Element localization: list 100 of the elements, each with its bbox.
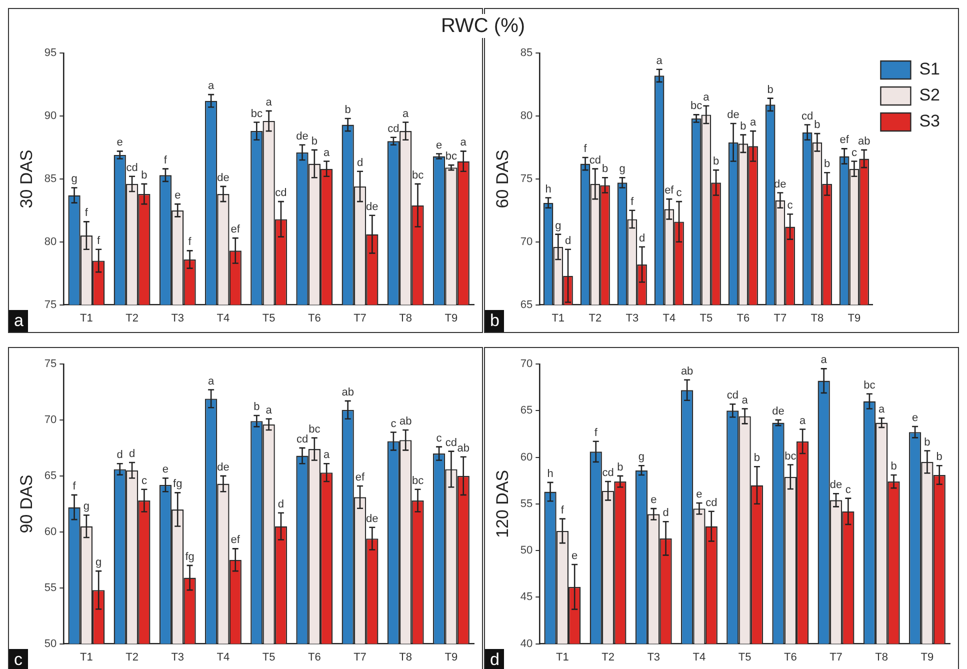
data-label: b bbox=[617, 461, 624, 474]
y-tick-label: 80 bbox=[520, 110, 533, 122]
x-tick-label: T5 bbox=[262, 651, 276, 664]
y-tick-label: 40 bbox=[520, 638, 533, 650]
data-label: a bbox=[266, 404, 273, 416]
data-label: e bbox=[162, 464, 169, 476]
y-tick-label: 60 bbox=[44, 526, 57, 538]
data-label: bc bbox=[864, 379, 876, 392]
y-tick-label: 70 bbox=[44, 414, 57, 426]
data-label: e bbox=[116, 136, 123, 149]
data-label: bc bbox=[412, 474, 424, 487]
x-tick-label: T5 bbox=[738, 651, 752, 664]
data-label: a bbox=[324, 449, 331, 462]
data-label: cd bbox=[275, 187, 287, 200]
data-label: e bbox=[696, 488, 702, 500]
data-label: g bbox=[71, 173, 78, 186]
data-label: a bbox=[800, 414, 807, 427]
data-label: b bbox=[767, 84, 774, 96]
x-tick-label: T6 bbox=[784, 651, 797, 664]
data-label: b bbox=[344, 104, 351, 116]
data-label: d bbox=[356, 156, 364, 169]
x-tick-label: T5 bbox=[700, 312, 713, 324]
data-label: f bbox=[72, 480, 77, 492]
data-label: a bbox=[402, 108, 410, 120]
data-label: ab bbox=[680, 365, 694, 378]
legend-label: S2 bbox=[919, 86, 940, 105]
data-label: f bbox=[630, 196, 635, 208]
data-label: h bbox=[547, 468, 554, 480]
data-label: b bbox=[814, 119, 820, 132]
data-label: de bbox=[727, 109, 740, 122]
data-label: a bbox=[208, 80, 215, 92]
text: c bbox=[9, 649, 28, 669]
x-tick-label: T2 bbox=[126, 312, 138, 324]
y-tick-label: 50 bbox=[44, 638, 57, 650]
data-label: g bbox=[619, 163, 626, 176]
x-tick-label: T8 bbox=[399, 651, 412, 664]
y-tick-label: 55 bbox=[520, 498, 533, 510]
x-tick-label: T1 bbox=[556, 651, 569, 664]
data-label: a bbox=[266, 96, 273, 108]
x-tick-label: T7 bbox=[354, 651, 366, 664]
data-label: b bbox=[311, 135, 318, 148]
x-tick-label: T9 bbox=[848, 312, 861, 324]
y-tick-label: 45 bbox=[520, 591, 533, 604]
y-tick-label: 75 bbox=[520, 172, 533, 185]
data-label: ab bbox=[342, 386, 354, 398]
data-label: de bbox=[366, 512, 378, 525]
data-label: bc bbox=[308, 423, 321, 436]
x-tick-label: T6 bbox=[308, 651, 321, 664]
chart-title: RWC (%) bbox=[423, 14, 543, 38]
y-tick-label: 75 bbox=[44, 358, 57, 370]
data-label: ab bbox=[858, 135, 870, 148]
data-label: cd bbox=[126, 162, 138, 174]
data-label: b bbox=[254, 401, 260, 414]
x-tick-label: T2 bbox=[126, 651, 138, 664]
y-axis-title: 60 DAS bbox=[492, 150, 512, 208]
data-label: a bbox=[703, 91, 710, 104]
data-label: ef bbox=[230, 224, 241, 236]
data-label: ef bbox=[230, 534, 241, 546]
data-label: b bbox=[754, 452, 760, 464]
x-tick-label: T9 bbox=[920, 651, 934, 664]
data-label: g bbox=[83, 500, 90, 513]
x-tick-label: T6 bbox=[736, 312, 750, 324]
x-tick-label: T3 bbox=[626, 312, 639, 324]
data-label: d bbox=[116, 449, 123, 462]
data-label: de bbox=[366, 200, 378, 213]
data-label: e bbox=[436, 139, 442, 152]
data-label: cd bbox=[602, 467, 614, 480]
legend-label: S3 bbox=[919, 112, 940, 131]
data-label: bc bbox=[250, 108, 263, 120]
data-label: cd bbox=[296, 433, 308, 446]
data-label: e bbox=[650, 494, 657, 506]
data-label: bc bbox=[445, 150, 458, 163]
y-axis-title: 120 DAS bbox=[492, 470, 512, 538]
x-tick-label: T1 bbox=[552, 312, 565, 324]
text: b bbox=[485, 310, 504, 332]
data-label: de bbox=[217, 461, 230, 474]
data-label: de bbox=[217, 172, 230, 184]
y-axis-title: 30 DAS bbox=[16, 150, 36, 208]
x-tick-label: T3 bbox=[647, 651, 660, 664]
x-tick-label: T2 bbox=[588, 312, 602, 324]
data-label: fg bbox=[185, 550, 194, 563]
data-label: g bbox=[638, 451, 645, 464]
data-label: a bbox=[208, 375, 215, 388]
y-tick-label: 90 bbox=[44, 110, 57, 122]
data-label: cd bbox=[445, 436, 458, 449]
data-label: f bbox=[84, 207, 89, 220]
data-label: g bbox=[96, 556, 102, 569]
x-tick-label: T4 bbox=[216, 312, 230, 324]
data-label: f bbox=[188, 236, 192, 248]
data-label: f bbox=[164, 154, 168, 166]
x-tick-label: T8 bbox=[399, 312, 412, 324]
data-label: b bbox=[602, 163, 608, 176]
x-tick-label: T3 bbox=[171, 312, 184, 324]
data-label: de bbox=[296, 130, 308, 142]
data-label: c bbox=[676, 187, 682, 200]
data-label: d bbox=[278, 498, 284, 510]
x-tick-label: T7 bbox=[774, 312, 787, 324]
data-label: a bbox=[324, 146, 331, 159]
text: d bbox=[485, 649, 504, 669]
data-label: a bbox=[742, 394, 749, 406]
